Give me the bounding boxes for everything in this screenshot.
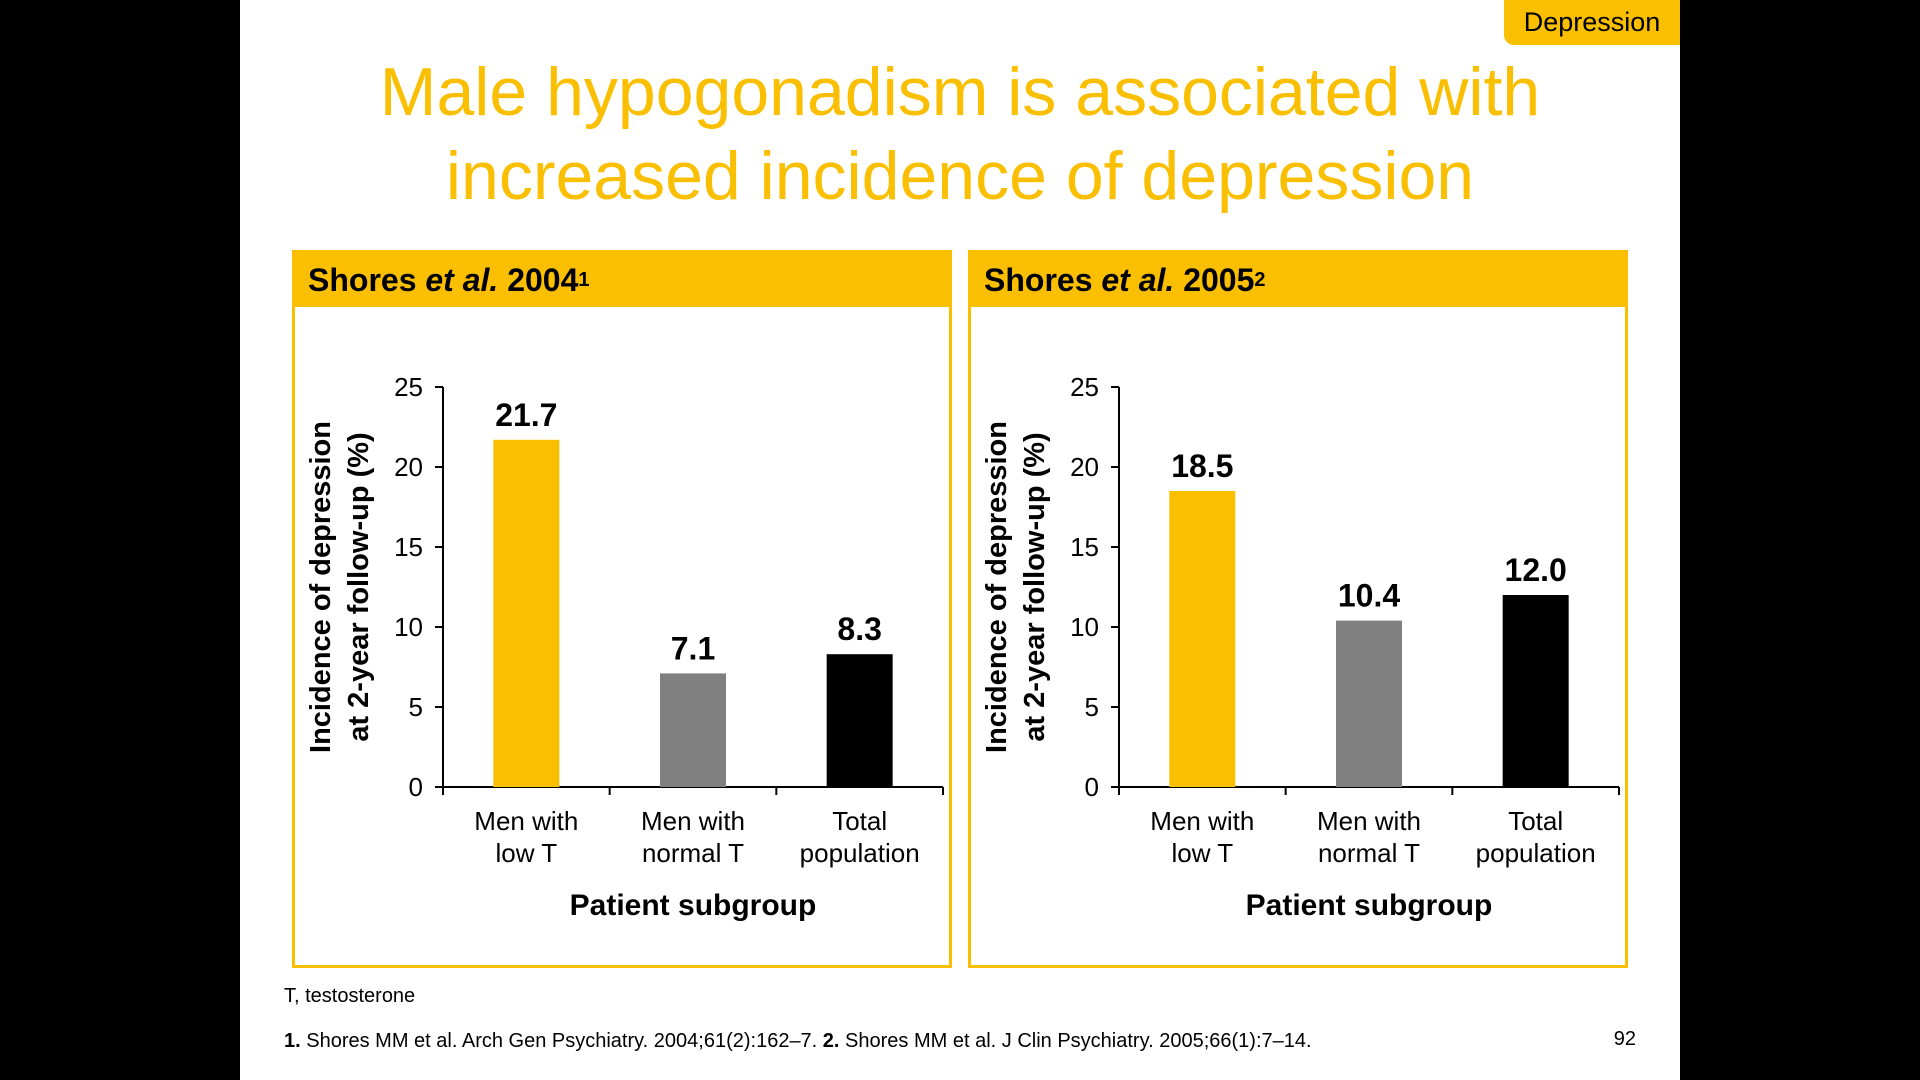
y-tick-label: 15 [1070,532,1099,562]
title-line-2: increased incidence of depression [445,138,1475,214]
bar-value-label: 21.7 [495,397,557,433]
slide-title: Male hypogonadism is associated with inc… [240,50,1680,218]
panel-author: Shores [308,261,426,298]
x-category-label: low T [496,838,558,868]
references: 1. Shores MM et al. Arch Gen Psychiatry.… [284,1030,1312,1053]
bar [826,654,893,787]
title-line-1: Male hypogonadism is associated with [379,54,1541,130]
ref-1-text: Shores MM et al. Arch Gen Psychiatry. 20… [300,1030,823,1052]
x-category-label: Men with [1150,806,1254,836]
bar [493,439,560,787]
y-axis-title: Incidence of depression [981,421,1013,753]
y-tick-label: 0 [409,772,423,802]
bar [1502,595,1569,787]
panel-etal: et al. [1101,261,1175,298]
panel-header: Shores et al. 2004 1 [295,253,949,307]
x-category-label: Men with [474,806,578,836]
ref-2-text: Shores MM et al. J Clin Psychiatry. 2005… [839,1030,1312,1052]
section-tag: Depression [1504,0,1680,45]
y-axis-title: at 2-year follow-up (%) [343,432,375,741]
bar [1336,620,1402,787]
y-tick-label: 10 [1070,612,1099,642]
panel-year: 2004 [498,261,579,298]
footnote: T, testosterone [284,985,416,1007]
x-axis-title: Patient subgroup [570,889,817,922]
bar-value-label: 8.3 [837,611,881,647]
ref-1-number: 1. [284,1030,301,1052]
chart-panel-2005: Shores et al. 2005 2 0 5 10 15 20 25 18.5 Men wi… [968,250,1628,968]
bar-value-label: 7.1 [671,630,715,666]
x-category-label: Men with [1317,806,1421,836]
y-tick-label: 25 [1070,372,1099,402]
panel-author: Shores [984,261,1102,298]
bar-value-label: 18.5 [1171,448,1233,484]
panel-etal: et al. [425,261,499,298]
bar-value-label: 10.4 [1338,578,1400,614]
bar [1169,491,1236,787]
y-tick-label: 5 [409,692,423,722]
x-category-label: normal T [642,838,744,868]
x-category-label: normal T [1318,838,1420,868]
y-tick-label: 15 [394,532,423,562]
y-axis-title: Incidence of depression [305,421,337,753]
x-category-label: low T [1172,838,1234,868]
ref-2-number: 2. [822,1030,840,1052]
y-tick-label: 25 [394,372,423,402]
y-tick-label: 20 [1070,452,1099,482]
y-tick-label: 0 [1085,772,1099,802]
x-category-label: population [800,838,920,868]
x-category-label: Men with [641,806,745,836]
chart-panel-2004: Shores et al. 2004 1 0 5 10 15 20 25 21.7 Men wi… [292,250,952,968]
x-axis-title: Patient subgroup [1246,889,1493,922]
y-axis-title: at 2-year follow-up (%) [1019,432,1051,741]
panel-year: 2005 [1174,261,1255,298]
page-number: 92 [1613,1028,1636,1050]
y-tick-label: 5 [1085,692,1099,722]
y-tick-label: 10 [394,612,423,642]
bar-value-label: 12.0 [1505,552,1567,588]
panel-header: Shores et al. 2005 2 [971,253,1625,307]
y-tick-label: 20 [394,452,423,482]
bar [660,673,726,787]
x-category-label: Total [1508,806,1563,836]
x-category-label: Total [832,806,887,836]
slide: Depression Male hypogonadism is associat… [240,0,1680,1080]
x-category-label: population [1476,838,1596,868]
